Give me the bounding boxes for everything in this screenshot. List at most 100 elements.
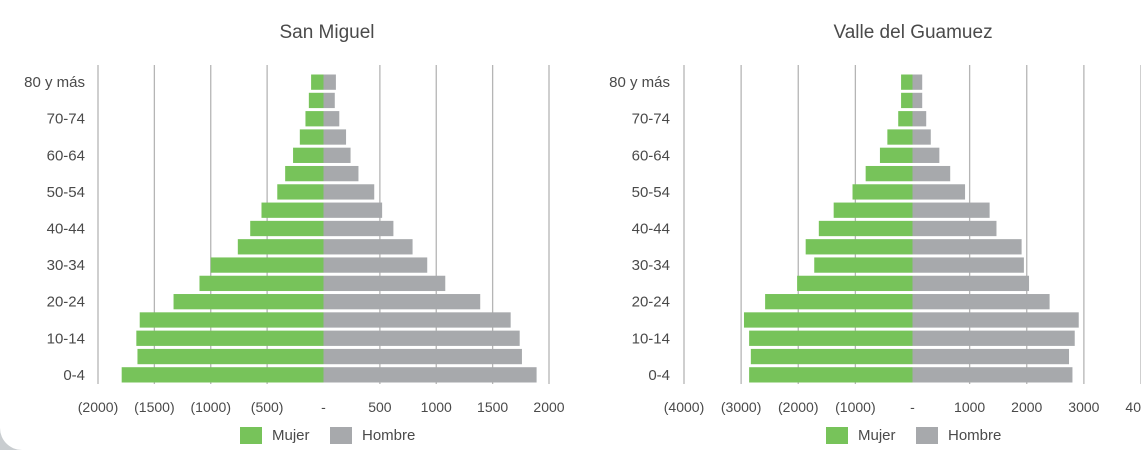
bar-hombre-1-12: [912, 147, 940, 163]
category-label-1-16: 80 y más: [609, 74, 670, 91]
bar-hombre-1-9: [912, 202, 990, 218]
bar-hombre-1-13: [912, 129, 931, 145]
legend-swatch-0-1: [330, 427, 352, 444]
bar-hombre-1-10: [912, 184, 966, 200]
category-label-0-4: 20-24: [47, 294, 85, 311]
category-label-1-12: 60-64: [632, 147, 670, 164]
bar-hombre-1-8: [912, 220, 997, 237]
bar-mujer-0-7: [237, 239, 324, 255]
bar-hombre-0-8: [323, 220, 394, 237]
bar-hombre-1-3: [912, 312, 1079, 328]
category-label-0-8: 40-44: [47, 221, 85, 238]
x-tick-label-1-0: (4000): [664, 399, 704, 415]
chart-title-0: San Miguel: [279, 22, 374, 43]
bar-hombre-1-4: [912, 294, 1050, 310]
category-label-1-8: 40-44: [632, 221, 670, 238]
bar-mujer-1-1: [750, 348, 913, 365]
x-tick-label-0-5: 500: [368, 399, 392, 415]
bar-mujer-0-4: [173, 294, 324, 310]
bar-hombre-0-14: [323, 111, 340, 127]
bar-hombre-0-15: [323, 92, 335, 109]
bar-hombre-1-15: [912, 92, 923, 109]
legend-swatch-0-0: [240, 427, 262, 444]
bar-hombre-1-2: [912, 330, 1075, 346]
category-label-0-12: 60-64: [47, 147, 85, 164]
bar-mujer-0-5: [199, 275, 324, 292]
bar-mujer-1-14: [898, 111, 913, 127]
legend-swatch-1-0: [826, 427, 848, 444]
bar-hombre-0-13: [323, 129, 347, 145]
bar-mujer-0-3: [139, 312, 324, 328]
bar-hombre-0-1: [323, 348, 522, 365]
bar-hombre-1-14: [912, 111, 927, 127]
x-tick-label-0-8: 2000: [533, 399, 564, 415]
legend-swatch-1-1: [916, 427, 938, 444]
bar-mujer-1-5: [797, 275, 913, 292]
category-label-1-10: 50-54: [632, 184, 670, 201]
category-label-0-2: 10-14: [47, 330, 85, 347]
bar-mujer-0-9: [261, 202, 324, 218]
x-tick-label-0-0: (2000): [78, 399, 118, 415]
x-tick-label-1-1: (3000): [721, 399, 761, 415]
bar-mujer-1-7: [805, 239, 913, 255]
bar-mujer-0-1: [137, 348, 324, 365]
bar-hombre-1-16: [912, 74, 923, 90]
category-label-0-10: 50-54: [47, 184, 85, 201]
bar-hombre-0-9: [323, 202, 383, 218]
x-tick-label-0-4: -: [321, 399, 326, 415]
x-tick-label-1-4: -: [910, 399, 915, 415]
legend-label-0-1: Hombre: [362, 427, 415, 444]
bar-hombre-0-7: [323, 239, 413, 255]
category-label-1-14: 70-74: [632, 111, 670, 128]
bar-mujer-1-16: [901, 74, 913, 90]
legend-label-0-0: Mujer: [272, 427, 310, 444]
legend-label-1-0: Mujer: [858, 427, 896, 444]
bar-hombre-1-6: [912, 257, 1024, 273]
bar-hombre-0-10: [323, 184, 375, 200]
bar-mujer-1-3: [743, 312, 913, 328]
x-tick-label-1-2: (2000): [778, 399, 818, 415]
bar-mujer-0-12: [293, 147, 324, 163]
bar-hombre-1-0: [912, 367, 1073, 383]
x-tick-label-1-6: 2000: [1011, 399, 1042, 415]
x-tick-label-0-1: (1500): [134, 399, 174, 415]
bar-hombre-0-3: [323, 312, 511, 328]
x-tick-label-1-5: 1000: [954, 399, 985, 415]
category-label-0-6: 30-34: [47, 257, 85, 274]
bar-hombre-0-12: [323, 147, 351, 163]
x-tick-label-0-6: 1000: [421, 399, 452, 415]
bar-mujer-0-6: [210, 257, 324, 273]
bar-mujer-0-8: [250, 220, 324, 237]
bar-mujer-0-0: [121, 367, 324, 383]
category-label-0-0: 0-4: [63, 367, 85, 384]
bar-mujer-1-8: [818, 220, 913, 237]
bar-mujer-1-6: [814, 257, 913, 273]
bar-mujer-1-11: [865, 165, 913, 182]
bar-mujer-1-9: [833, 202, 913, 218]
bar-hombre-1-7: [912, 239, 1022, 255]
bar-hombre-0-11: [323, 165, 359, 182]
x-tick-label-1-3: (1000): [835, 399, 875, 415]
bar-mujer-1-13: [887, 129, 913, 145]
legend-label-1-1: Hombre: [948, 427, 1001, 444]
bar-hombre-1-1: [912, 348, 1070, 365]
bar-mujer-0-15: [308, 92, 324, 109]
bar-mujer-0-2: [136, 330, 324, 346]
x-tick-label-0-3: (500): [251, 399, 284, 415]
bar-mujer-1-12: [879, 147, 913, 163]
bar-hombre-0-4: [323, 294, 481, 310]
bar-hombre-0-0: [323, 367, 537, 383]
bar-hombre-0-2: [323, 330, 520, 346]
bar-mujer-0-11: [285, 165, 324, 182]
x-tick-label-1-8: 4000: [1125, 399, 1141, 415]
bar-hombre-0-6: [323, 257, 428, 273]
bar-mujer-0-14: [305, 111, 324, 127]
category-label-1-0: 0-4: [648, 367, 670, 384]
bar-hombre-0-5: [323, 275, 446, 292]
category-label-1-2: 10-14: [632, 330, 670, 347]
bar-hombre-1-5: [912, 275, 1030, 292]
bar-mujer-0-16: [311, 74, 324, 90]
category-label-1-6: 30-34: [632, 257, 670, 274]
